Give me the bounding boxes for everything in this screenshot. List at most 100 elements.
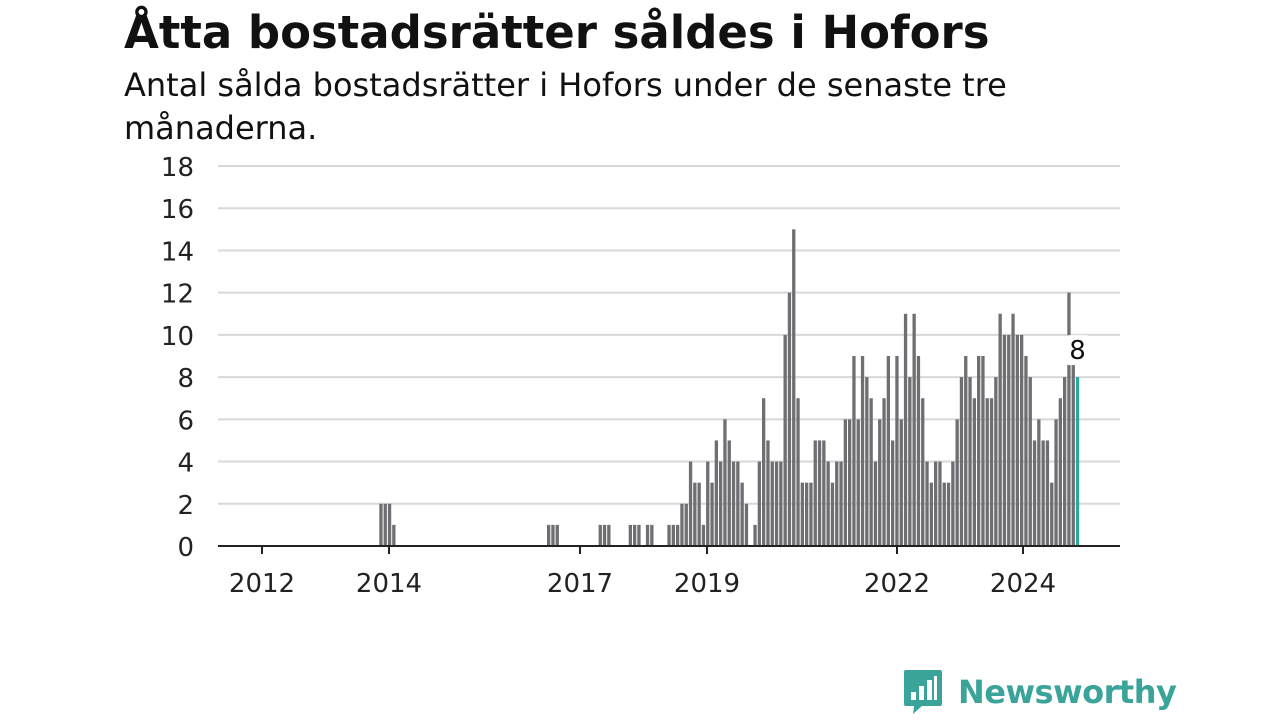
y-axis-ticks: 0 2 4 6 8 10 12 14 16 18 — [161, 153, 194, 563]
bar — [994, 377, 998, 546]
bar — [942, 482, 946, 546]
bar — [972, 398, 976, 546]
bar — [727, 440, 731, 546]
bar — [766, 440, 770, 546]
bar — [938, 461, 942, 546]
bar — [805, 482, 809, 546]
bar — [774, 461, 779, 546]
bar — [1041, 440, 1045, 546]
bar — [830, 482, 835, 546]
bar — [792, 229, 796, 547]
bar — [1024, 356, 1028, 546]
bar — [714, 440, 718, 546]
bar — [843, 419, 847, 546]
bar — [998, 313, 1002, 546]
bar — [800, 482, 804, 546]
bar — [719, 461, 723, 546]
bar — [1058, 398, 1062, 546]
bar — [1007, 334, 1011, 546]
bar — [916, 356, 921, 546]
bar — [860, 356, 865, 546]
bar — [878, 419, 882, 546]
bar — [865, 377, 869, 546]
bar — [680, 503, 684, 546]
bar — [899, 419, 903, 546]
bar — [555, 524, 559, 546]
chart-title: Åtta bostadsrätter såldes i Hofors — [124, 6, 990, 59]
bar — [817, 440, 822, 546]
bar — [598, 524, 602, 546]
bar — [848, 419, 852, 546]
newsworthy-logo: Newsworthy — [902, 668, 1177, 716]
bar — [740, 482, 744, 546]
bar — [934, 461, 938, 546]
bar — [925, 461, 929, 546]
x-tick-label: 2019 — [674, 569, 740, 599]
bar — [903, 313, 908, 546]
bar — [693, 482, 697, 546]
bar — [985, 398, 989, 546]
bar — [1002, 334, 1007, 546]
bar — [1067, 292, 1071, 546]
bar — [946, 482, 951, 546]
y-tick-label: 12 — [161, 280, 194, 310]
bar — [706, 461, 710, 546]
chart-subtitle: Antal sålda bostadsrätter i Hofors under… — [124, 66, 1007, 147]
bar — [744, 503, 749, 546]
bar — [959, 377, 964, 546]
brand-name: Newsworthy — [958, 673, 1177, 711]
bar — [1071, 356, 1075, 546]
bar — [684, 503, 688, 546]
bar — [688, 461, 693, 546]
bar — [762, 398, 766, 546]
newsworthy-logo-icon — [904, 670, 942, 714]
bar — [1032, 440, 1037, 546]
x-tick-label: 2012 — [229, 569, 295, 599]
bar — [1037, 419, 1041, 546]
bar — [1028, 377, 1032, 546]
bar — [895, 356, 899, 546]
bar — [697, 482, 701, 546]
bar — [770, 461, 774, 546]
bar — [839, 461, 843, 546]
x-tick-label: 2014 — [356, 569, 422, 599]
bar — [753, 524, 757, 546]
bar — [977, 356, 981, 546]
bar — [637, 524, 641, 546]
bar — [869, 398, 873, 546]
bar — [951, 461, 955, 546]
bar — [929, 482, 933, 546]
bar-highlight — [1075, 377, 1080, 546]
x-axis-ticks: 2012 2014 2017 2019 2022 2024 — [229, 546, 1056, 599]
bars — [379, 229, 1080, 547]
y-tick-label: 18 — [161, 153, 194, 183]
bar — [379, 503, 383, 546]
bar — [757, 461, 761, 546]
bar — [796, 398, 800, 546]
bar — [873, 461, 878, 546]
bar — [1054, 419, 1058, 546]
y-tick-label: 4 — [177, 449, 194, 479]
bar — [1045, 440, 1050, 546]
bar — [826, 461, 830, 546]
bar — [547, 524, 551, 546]
bar — [1063, 377, 1067, 546]
bar — [736, 461, 740, 546]
bar — [787, 292, 792, 546]
bar — [650, 524, 654, 546]
bar — [710, 482, 714, 546]
bar — [968, 377, 972, 546]
bar — [981, 356, 985, 546]
bar — [964, 356, 968, 546]
bar — [822, 440, 826, 546]
bar — [1020, 334, 1024, 546]
bar — [607, 524, 611, 546]
bar — [886, 356, 890, 546]
bar — [908, 377, 912, 546]
bar — [392, 524, 396, 546]
bar — [723, 419, 727, 546]
highlight-value-label: 8 — [1069, 336, 1086, 366]
bar — [667, 524, 671, 546]
bar — [891, 440, 895, 546]
y-tick-label: 8 — [177, 364, 194, 394]
